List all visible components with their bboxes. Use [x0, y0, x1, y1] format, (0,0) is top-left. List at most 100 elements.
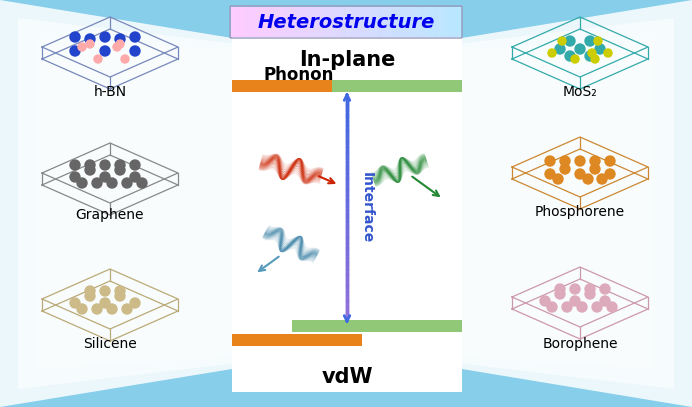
Circle shape	[137, 178, 147, 188]
Bar	[397, 7, 402, 37]
Circle shape	[607, 302, 617, 312]
Bar	[351, 7, 356, 37]
Circle shape	[115, 286, 125, 296]
Circle shape	[592, 302, 602, 312]
Circle shape	[575, 44, 585, 54]
Text: MoS₂: MoS₂	[563, 85, 597, 99]
Bar	[452, 7, 457, 37]
Bar	[273, 7, 278, 37]
Bar	[379, 7, 384, 37]
Circle shape	[130, 172, 140, 182]
Bar	[259, 7, 264, 37]
Circle shape	[70, 298, 80, 308]
Bar	[429, 7, 435, 37]
Circle shape	[591, 55, 599, 63]
Polygon shape	[0, 0, 232, 407]
Circle shape	[116, 40, 124, 48]
Circle shape	[555, 44, 565, 54]
Bar	[313, 7, 320, 37]
Circle shape	[85, 286, 95, 296]
Bar	[424, 7, 430, 37]
Circle shape	[130, 46, 140, 56]
Circle shape	[540, 296, 550, 306]
Circle shape	[585, 51, 595, 61]
Circle shape	[86, 40, 94, 48]
Text: Graphene: Graphene	[75, 208, 144, 222]
Circle shape	[107, 178, 117, 188]
Bar	[254, 7, 260, 37]
Text: In-plane: In-plane	[299, 50, 395, 70]
Circle shape	[78, 43, 86, 51]
Bar	[240, 7, 246, 37]
Circle shape	[70, 172, 80, 182]
Bar	[388, 7, 393, 37]
Bar	[447, 7, 453, 37]
Circle shape	[85, 165, 95, 175]
Bar	[438, 7, 444, 37]
Bar	[295, 7, 301, 37]
Text: Silicene: Silicene	[83, 337, 137, 351]
Bar	[443, 7, 448, 37]
Circle shape	[130, 160, 140, 170]
Circle shape	[70, 46, 80, 56]
Bar	[365, 7, 370, 37]
Circle shape	[600, 296, 610, 306]
Circle shape	[560, 164, 570, 174]
Circle shape	[122, 178, 132, 188]
Bar	[323, 7, 329, 37]
Bar	[245, 7, 251, 37]
Circle shape	[562, 302, 572, 312]
Circle shape	[555, 284, 565, 294]
Circle shape	[560, 156, 570, 166]
Circle shape	[570, 284, 580, 294]
Bar	[401, 7, 407, 37]
Circle shape	[77, 304, 87, 314]
Polygon shape	[462, 0, 692, 407]
Bar	[249, 7, 255, 37]
Circle shape	[547, 302, 557, 312]
Circle shape	[115, 160, 125, 170]
Bar	[406, 7, 412, 37]
Circle shape	[585, 36, 595, 46]
Bar	[277, 7, 282, 37]
Bar	[235, 7, 242, 37]
Bar	[300, 7, 306, 37]
Circle shape	[595, 44, 605, 54]
Bar	[332, 80, 462, 92]
Bar	[292, 320, 462, 332]
Bar	[304, 7, 310, 37]
Bar	[369, 7, 374, 37]
Bar	[318, 7, 324, 37]
Text: vdW: vdW	[321, 367, 373, 387]
Circle shape	[85, 291, 95, 301]
Circle shape	[100, 298, 110, 308]
Circle shape	[115, 291, 125, 301]
Circle shape	[70, 32, 80, 42]
Circle shape	[571, 55, 579, 63]
Circle shape	[575, 156, 585, 166]
Circle shape	[100, 172, 110, 182]
Circle shape	[545, 156, 555, 166]
Bar	[268, 7, 273, 37]
Bar	[410, 7, 416, 37]
Circle shape	[130, 298, 140, 308]
Circle shape	[107, 304, 117, 314]
Circle shape	[94, 55, 102, 63]
Circle shape	[92, 178, 102, 188]
Circle shape	[553, 174, 563, 184]
Circle shape	[575, 169, 585, 179]
Circle shape	[77, 178, 87, 188]
Bar	[392, 7, 398, 37]
Bar	[232, 80, 332, 92]
Polygon shape	[18, 18, 232, 389]
Bar	[355, 7, 361, 37]
Circle shape	[100, 286, 110, 296]
Circle shape	[604, 49, 612, 57]
Circle shape	[545, 169, 555, 179]
Polygon shape	[38, 38, 232, 369]
Circle shape	[565, 36, 575, 46]
Circle shape	[585, 289, 595, 299]
Circle shape	[115, 34, 125, 44]
Circle shape	[558, 37, 566, 45]
Text: Borophene: Borophene	[543, 337, 618, 351]
